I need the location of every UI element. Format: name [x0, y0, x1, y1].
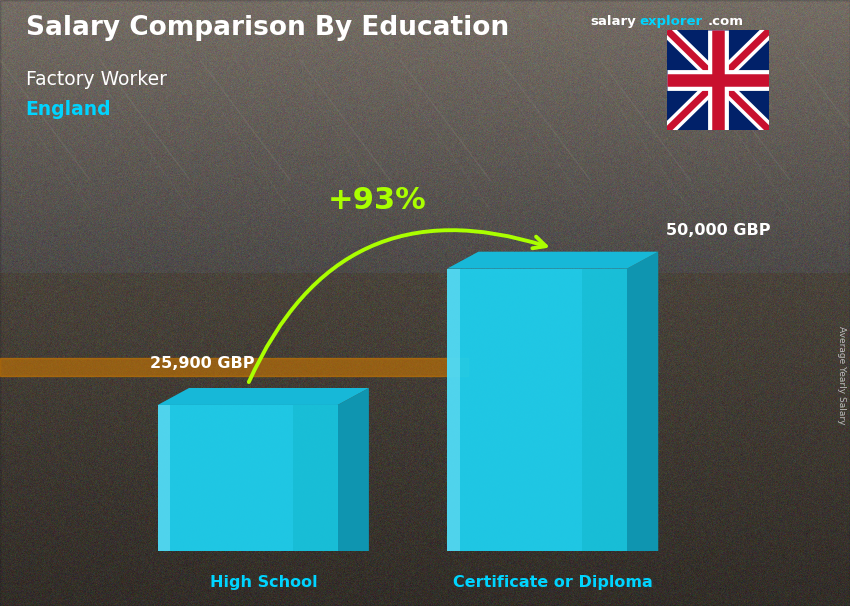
Text: England: England — [26, 100, 111, 119]
Polygon shape — [447, 251, 658, 268]
Text: salary: salary — [591, 15, 637, 28]
Text: Factory Worker: Factory Worker — [26, 70, 167, 88]
Text: Average Yearly Salary: Average Yearly Salary — [836, 327, 846, 425]
Polygon shape — [158, 405, 337, 551]
Polygon shape — [158, 405, 170, 551]
Polygon shape — [447, 268, 627, 551]
Polygon shape — [158, 388, 369, 405]
Text: 25,900 GBP: 25,900 GBP — [150, 356, 254, 371]
Text: .com: .com — [707, 15, 743, 28]
Polygon shape — [627, 251, 658, 551]
Text: +93%: +93% — [327, 186, 426, 215]
Text: 50,000 GBP: 50,000 GBP — [666, 223, 771, 238]
Polygon shape — [447, 268, 460, 551]
Polygon shape — [582, 268, 627, 551]
Bar — [0, 358, 468, 376]
Polygon shape — [292, 405, 337, 551]
Text: High School: High School — [209, 575, 317, 590]
Text: Salary Comparison By Education: Salary Comparison By Education — [26, 15, 508, 41]
Polygon shape — [337, 388, 369, 551]
Text: explorer: explorer — [639, 15, 702, 28]
Text: Certificate or Diploma: Certificate or Diploma — [453, 575, 653, 590]
